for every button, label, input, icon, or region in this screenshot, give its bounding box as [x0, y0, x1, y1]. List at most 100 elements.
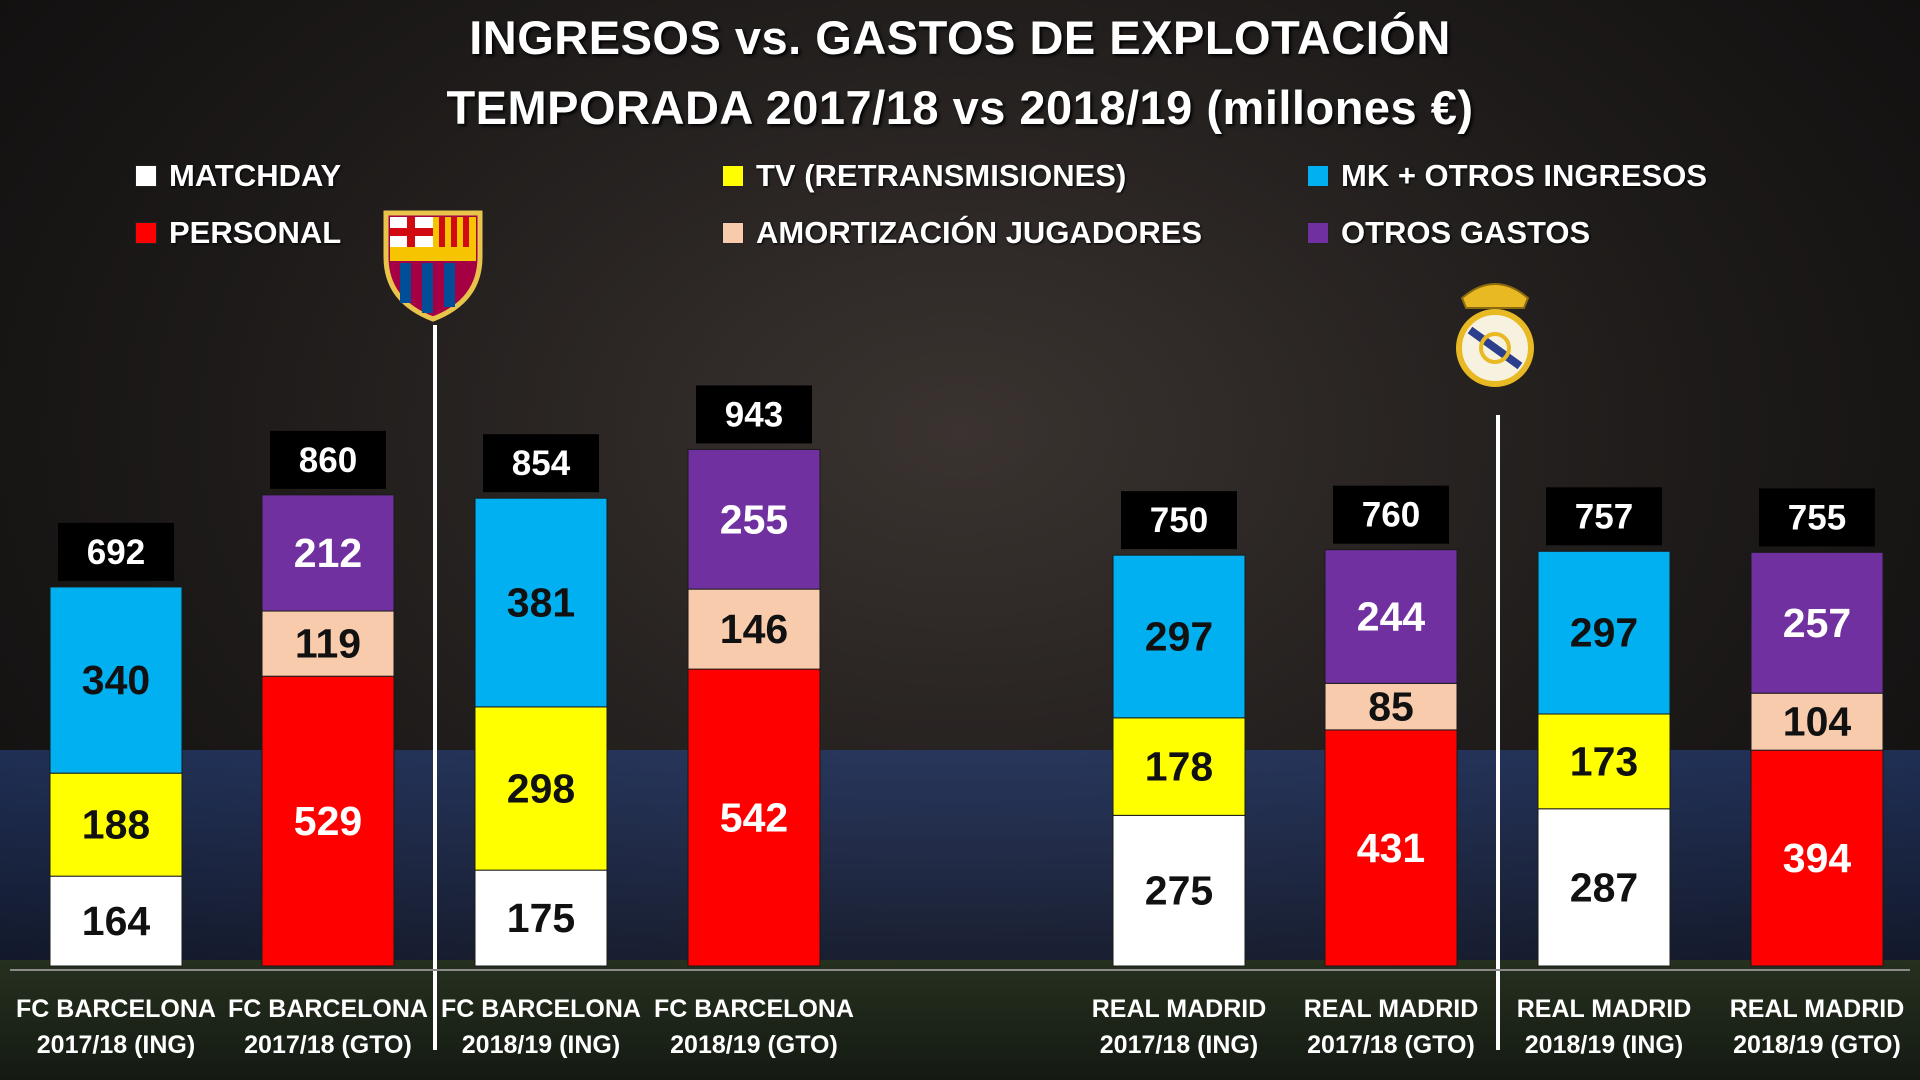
bar-segment-otros-gastos: [687, 448, 821, 590]
chart-subtitle: TEMPORADA 2017/18 vs 2018/19 (millones €…: [446, 81, 1474, 134]
legend-label: AMORTIZACIÓN JUGADORES: [756, 215, 1203, 250]
total-box: [696, 385, 812, 444]
total-label: 760: [1362, 496, 1420, 535]
data-label: 275: [1145, 868, 1213, 914]
legend-swatch: [135, 222, 157, 244]
bar-segment-otros-gastos: [261, 494, 395, 612]
legend-swatch: [722, 165, 744, 187]
category-label: 2017/18 (ING): [1100, 1031, 1258, 1059]
data-label: 119: [295, 621, 361, 667]
total-label: 750: [1150, 501, 1208, 540]
total-box: [1121, 491, 1237, 550]
data-label: 298: [507, 766, 575, 812]
total-label: 757: [1575, 497, 1633, 536]
data-label: 85: [1368, 684, 1414, 730]
category-label: 2017/18 (GTO): [244, 1031, 412, 1059]
data-label: 529: [294, 798, 362, 844]
total-box: [1333, 485, 1449, 544]
data-label: 381: [507, 580, 575, 626]
category-label: REAL MADRID: [1730, 995, 1905, 1023]
total-label: 854: [512, 444, 571, 483]
bar-segment-personal: [1324, 729, 1458, 967]
bar-segment-tv-retransmisiones: [474, 706, 608, 871]
legend-swatch: [722, 222, 744, 244]
data-label: 146: [720, 606, 788, 652]
bar-segment-mk-otros-ingresos: [474, 497, 608, 708]
bar-segment-otros-gastos: [1324, 549, 1458, 684]
bar-segment-mk-otros-ingresos: [49, 586, 183, 774]
real-madrid-crest-logo: [1456, 283, 1534, 387]
category-label: 2018/19 (GTO): [1733, 1031, 1901, 1059]
barcelona-crest-logo: [383, 210, 483, 322]
category-label: REAL MADRID: [1304, 995, 1479, 1023]
data-label: 257: [1783, 600, 1851, 646]
legend-item-mk: MK + OTROS INGRESOS: [1307, 158, 1707, 194]
legend-item-amortizacion: AMORTIZACIÓN JUGADORES: [722, 215, 1202, 251]
data-label: 212: [294, 530, 362, 576]
legend-swatch: [1307, 222, 1329, 244]
data-label: 297: [1570, 610, 1638, 656]
data-label: 178: [1145, 744, 1213, 790]
data-label: 244: [1357, 594, 1426, 640]
bar-segment-otros-gastos: [1750, 551, 1884, 694]
data-label: 340: [82, 657, 150, 703]
data-label: 164: [82, 898, 151, 944]
chart-title: INGRESOS vs. GASTOS DE EXPLOTACIÓN: [469, 11, 1451, 64]
category-label: 2018/19 (GTO): [670, 1031, 838, 1059]
category-label: 2017/18 (ING): [37, 1031, 195, 1059]
total-box: [1546, 487, 1662, 546]
category-label: 2018/19 (ING): [1525, 1031, 1683, 1059]
data-label: 394: [1783, 835, 1852, 881]
background-ground: [0, 960, 1920, 1080]
data-label: 104: [1783, 699, 1852, 745]
legend-item-otros-gastos: OTROS GASTOS: [1307, 215, 1590, 251]
bar-segment-personal: [261, 675, 395, 967]
total-box: [1759, 488, 1875, 547]
category-label: 2017/18 (GTO): [1307, 1031, 1475, 1059]
category-label: 2018/19 (ING): [462, 1031, 620, 1059]
data-label: 175: [507, 895, 575, 941]
legend-label: TV (RETRANSMISIONES): [756, 158, 1127, 193]
total-label: 755: [1788, 498, 1846, 537]
bar-segment-tv-retransmisiones: [49, 772, 183, 877]
category-label: FC BARCELONA: [441, 995, 641, 1023]
data-label: 297: [1145, 613, 1213, 659]
data-label: 542: [720, 795, 788, 841]
total-box: [58, 522, 174, 581]
category-label: FC BARCELONA: [654, 995, 854, 1023]
category-label: FC BARCELONA: [228, 995, 428, 1023]
bar-segment-mk-otros-ingresos: [1112, 554, 1246, 719]
data-label: 431: [1357, 825, 1425, 871]
total-label: 692: [87, 533, 145, 572]
total-label: 860: [299, 441, 357, 480]
category-label: REAL MADRID: [1517, 995, 1692, 1023]
data-label: 188: [82, 802, 150, 848]
legend-label: MK + OTROS INGRESOS: [1341, 158, 1708, 193]
bar-segment-tv-retransmisiones: [1112, 717, 1246, 816]
total-box: [483, 434, 599, 493]
bar-segment-matchday: [1537, 808, 1671, 967]
bar-segment-matchday: [474, 869, 608, 967]
total-label: 943: [725, 395, 783, 434]
bar-segment-tv-retransmisiones: [1537, 713, 1671, 810]
legend-label: OTROS GASTOS: [1341, 215, 1591, 250]
legend-swatch: [1307, 165, 1329, 187]
legend-item-tv: TV (RETRANSMISIONES): [722, 158, 1126, 194]
legend-item-personal: PERSONAL: [135, 215, 341, 251]
data-label: 255: [720, 496, 788, 542]
bar-segment-matchday: [1112, 814, 1246, 967]
total-box: [270, 430, 386, 489]
data-label: 287: [1570, 864, 1638, 910]
legend-item-matchday: MATCHDAY: [135, 158, 341, 194]
bar-segment-amortizaci-n-jugadores: [1324, 682, 1458, 731]
bar-segment-amortizaci-n-jugadores: [1750, 692, 1884, 751]
category-label: FC BARCELONA: [16, 995, 216, 1023]
bar-segment-mk-otros-ingresos: [1537, 550, 1671, 715]
legend-swatch: [135, 165, 157, 187]
bar-segment-amortizaci-n-jugadores: [261, 610, 395, 677]
category-label: REAL MADRID: [1092, 995, 1267, 1023]
bar-segment-matchday: [49, 875, 183, 967]
bar-segment-personal: [687, 668, 821, 967]
bar-segment-amortizaci-n-jugadores: [687, 588, 821, 670]
